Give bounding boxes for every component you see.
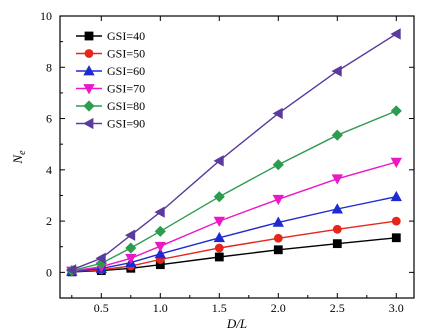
plot-frame bbox=[59, 15, 415, 299]
y-tick-label: 2 bbox=[46, 214, 52, 228]
y-tick-label: 0 bbox=[46, 265, 52, 279]
data-point bbox=[213, 191, 225, 203]
legend-label: GSI=60 bbox=[107, 64, 145, 78]
x-tick-label: 2.0 bbox=[271, 301, 286, 315]
data-point bbox=[390, 157, 402, 168]
y-axis-title-subscript: e bbox=[17, 150, 28, 155]
legend-swatch-marker bbox=[83, 65, 95, 76]
legend-item: GSI=40 bbox=[76, 29, 145, 43]
data-point bbox=[332, 239, 342, 249]
data-point bbox=[65, 264, 77, 276]
data-point bbox=[272, 216, 284, 227]
data-point bbox=[154, 206, 165, 218]
data-point bbox=[272, 194, 284, 206]
data-point bbox=[272, 159, 284, 171]
y-tick-label: 6 bbox=[46, 112, 52, 126]
data-point bbox=[125, 253, 137, 265]
legend-swatch-marker bbox=[83, 100, 95, 112]
data-point bbox=[390, 28, 401, 40]
data-point bbox=[213, 155, 224, 167]
data-point bbox=[331, 203, 343, 214]
x-tick-label: 3.0 bbox=[389, 301, 404, 315]
legend-label: GSI=50 bbox=[107, 47, 145, 61]
x-axis-title: D/L bbox=[226, 316, 247, 331]
data-point bbox=[391, 216, 401, 226]
y-tick-label: 10 bbox=[40, 9, 52, 23]
y-axis-title-main: N bbox=[10, 154, 25, 165]
series-line bbox=[71, 33, 397, 271]
data-point bbox=[154, 225, 166, 237]
data-point bbox=[273, 233, 283, 243]
legend-swatch-marker bbox=[84, 49, 94, 58]
series-gsi-80 bbox=[66, 105, 402, 277]
series-gsi-90 bbox=[65, 28, 401, 276]
data-point bbox=[95, 252, 106, 264]
data-point bbox=[331, 65, 342, 77]
legend-item: GSI=60 bbox=[76, 64, 145, 78]
series-line bbox=[71, 220, 397, 273]
y-tick-label: 8 bbox=[46, 60, 52, 74]
legend-swatch-marker bbox=[83, 117, 94, 130]
data-point bbox=[273, 245, 283, 255]
series-line bbox=[71, 110, 397, 272]
data-point bbox=[331, 174, 343, 185]
legend-item: GSI=50 bbox=[76, 47, 145, 61]
legend-label: GSI=40 bbox=[107, 29, 145, 43]
axes: 0.5 1.0 1.5 2.0 2.5 3.0 0 2 4 6 8 10 bbox=[40, 9, 415, 315]
x-tick-label: 1.5 bbox=[212, 301, 227, 315]
y-axis-title: Ne bbox=[10, 150, 28, 165]
series-line bbox=[71, 161, 397, 272]
series-line bbox=[71, 237, 397, 273]
x-tick-label: 2.5 bbox=[330, 301, 345, 315]
y-tick-label: 4 bbox=[46, 163, 52, 177]
data-point bbox=[125, 242, 137, 254]
data-point bbox=[154, 241, 166, 253]
legend-label: GSI=90 bbox=[107, 117, 145, 131]
data-point bbox=[213, 231, 225, 243]
data-point bbox=[272, 107, 283, 120]
x-tick-label: 0.5 bbox=[94, 301, 109, 315]
legend-label: GSI=70 bbox=[107, 82, 145, 96]
legend-item: GSI=90 bbox=[76, 117, 145, 131]
data-point bbox=[390, 105, 402, 117]
series-gsi-70 bbox=[66, 157, 402, 277]
plot-area bbox=[65, 28, 402, 277]
data-point bbox=[213, 216, 225, 227]
legend-swatch-marker bbox=[84, 31, 94, 41]
legend-item: GSI=70 bbox=[76, 82, 145, 96]
data-point bbox=[331, 129, 343, 141]
data-point bbox=[332, 224, 342, 234]
data-point bbox=[390, 190, 402, 202]
data-point bbox=[214, 252, 224, 262]
legend: GSI=40 GSI=50 GSI=60 GSI=70 GSI=80 GSI=90 bbox=[76, 29, 145, 131]
series-line bbox=[71, 196, 397, 272]
data-point bbox=[124, 229, 136, 241]
data-point bbox=[214, 243, 224, 253]
x-tick-label: 1.0 bbox=[153, 301, 168, 315]
legend-item: GSI=80 bbox=[76, 99, 145, 113]
legend-label: GSI=80 bbox=[107, 99, 145, 113]
legend-swatch-marker bbox=[83, 84, 95, 95]
data-point bbox=[391, 233, 401, 243]
data-point bbox=[154, 248, 166, 259]
